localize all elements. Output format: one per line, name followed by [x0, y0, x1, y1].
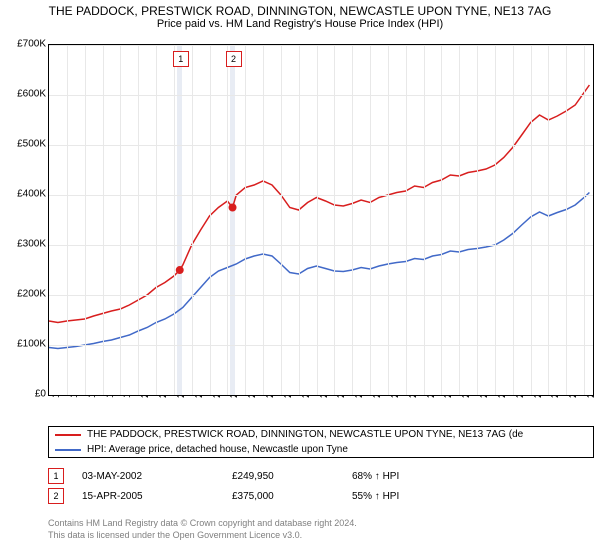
- marker-label: 2: [226, 51, 242, 67]
- sale-point: [229, 204, 237, 212]
- marker-label: 1: [173, 51, 189, 67]
- series-line: [49, 193, 589, 349]
- series-line: [49, 85, 589, 323]
- footer-line-1: Contains HM Land Registry data © Crown c…: [48, 518, 357, 530]
- sale-row: 2 15-APR-2005£375,00055% ↑ HPI: [48, 488, 452, 504]
- y-tick-label: £500K: [17, 139, 46, 150]
- legend-item: THE PADDOCK, PRESTWICK ROAD, DINNINGTON,…: [49, 427, 593, 442]
- footer-line-2: This data is licensed under the Open Gov…: [48, 530, 357, 542]
- legend-item: HPI: Average price, detached house, Newc…: [49, 442, 593, 457]
- sale-date: 15-APR-2005: [82, 491, 232, 502]
- footer-text: Contains HM Land Registry data © Crown c…: [48, 518, 357, 541]
- y-tick-label: £200K: [17, 289, 46, 300]
- sale-date: 03-MAY-2002: [82, 471, 232, 482]
- y-tick-label: £0: [35, 389, 46, 400]
- sale-point: [176, 266, 184, 274]
- y-tick-label: £600K: [17, 89, 46, 100]
- legend-swatch: [55, 449, 81, 451]
- sale-pct: 68% ↑ HPI: [352, 471, 452, 482]
- y-tick-label: £100K: [17, 339, 46, 350]
- legend-box: THE PADDOCK, PRESTWICK ROAD, DINNINGTON,…: [48, 426, 594, 458]
- chart-svg: [49, 45, 593, 395]
- sale-price: £375,000: [232, 491, 352, 502]
- y-tick-label: £700K: [17, 39, 46, 50]
- legend-label: HPI: Average price, detached house, Newc…: [87, 444, 348, 455]
- y-tick-label: £400K: [17, 189, 46, 200]
- sale-marker: 1: [48, 468, 64, 484]
- sales-table: 1 03-MAY-2002£249,95068% ↑ HPI 2 15-APR-200…: [48, 464, 452, 508]
- y-tick-label: £300K: [17, 239, 46, 250]
- sale-price: £249,950: [232, 471, 352, 482]
- legend-swatch: [55, 434, 81, 436]
- chart-plot-area: 12: [48, 44, 594, 396]
- sale-pct: 55% ↑ HPI: [352, 491, 452, 502]
- legend-label: THE PADDOCK, PRESTWICK ROAD, DINNINGTON,…: [87, 429, 523, 440]
- sale-marker: 2: [48, 488, 64, 504]
- chart-subtitle: Price paid vs. HM Land Registry's House …: [0, 18, 600, 30]
- sale-row: 1 03-MAY-2002£249,95068% ↑ HPI: [48, 468, 452, 484]
- chart-title: THE PADDOCK, PRESTWICK ROAD, DINNINGTON,…: [0, 4, 600, 18]
